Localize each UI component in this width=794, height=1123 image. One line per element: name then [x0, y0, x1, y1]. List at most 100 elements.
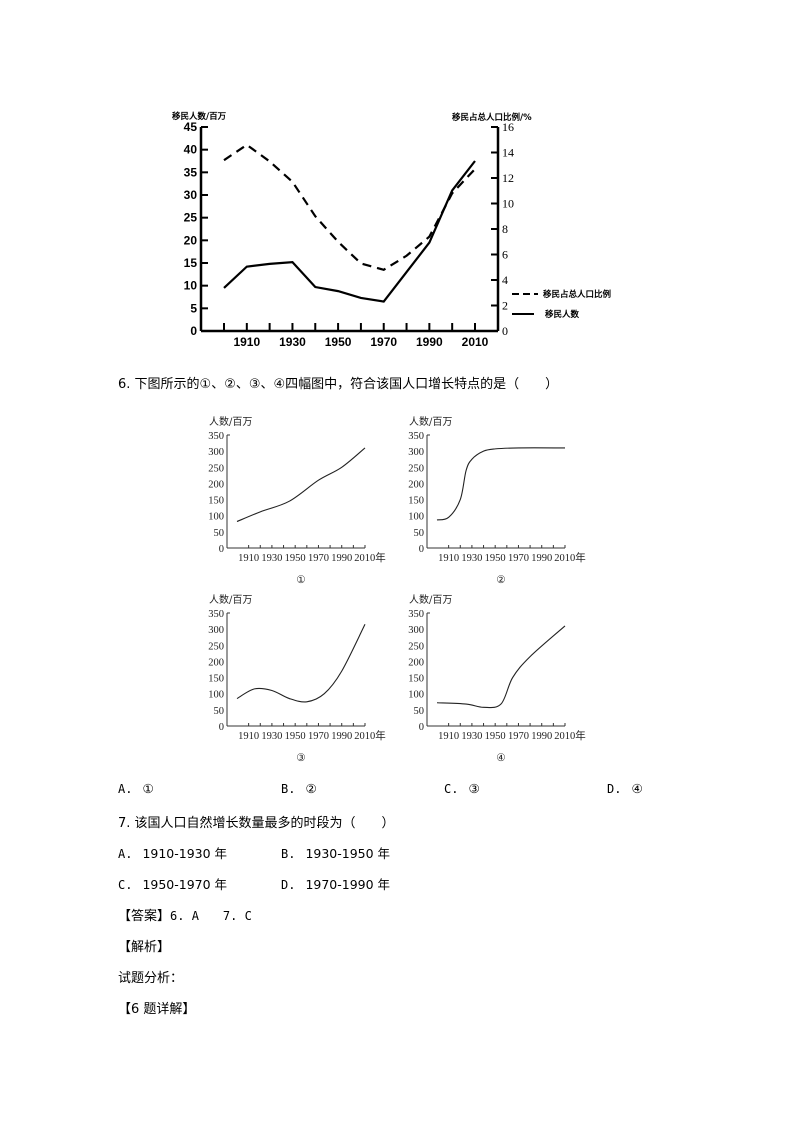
svg-text:1950: 1950	[285, 553, 306, 564]
svg-text:1950: 1950	[485, 731, 506, 742]
svg-text:100: 100	[408, 690, 424, 701]
q7-option-d[interactable]: D. 1970-1990 年	[281, 874, 390, 893]
analysis-intro: 试题分析：	[118, 971, 184, 986]
q6-option-b[interactable]: B. ②	[281, 781, 317, 796]
svg-text:150: 150	[408, 674, 424, 685]
graph-4: 0 50 100 150 200 250 300 350 1910 1930 1950 1970 199…	[408, 593, 586, 764]
svg-text:移民占总人口比例/%: 移民占总人口比例/%	[452, 112, 532, 123]
graph-label: ③	[296, 752, 306, 764]
svg-text:1990: 1990	[331, 731, 352, 742]
answer-text: 6. A 7. C	[170, 909, 252, 923]
graph-3: 0 50 100 150 200 250 300 350 1910 1930 1950 1970 199…	[208, 593, 386, 764]
svg-text:1950: 1950	[325, 335, 352, 349]
svg-text:200: 200	[408, 479, 424, 490]
option-text: ②	[305, 781, 317, 796]
option-text: ④	[631, 781, 643, 796]
q7-option-a[interactable]: A. 1910-1930 年	[118, 843, 227, 862]
svg-text:200: 200	[208, 657, 224, 668]
svg-text:15: 15	[184, 256, 198, 270]
svg-text:25: 25	[184, 211, 198, 225]
option-text: 1930-1950 年	[305, 846, 391, 861]
analysis-heading: 【解析】	[118, 940, 171, 955]
svg-text:250: 250	[208, 641, 224, 652]
population-curve	[436, 447, 566, 521]
question-6-stem: 6. 下图所示的①、②、③、④四幅图中，符合该国人口增长特点的是（ ）	[118, 377, 559, 392]
option-letter: D.	[607, 782, 622, 796]
svg-text:人数/百万: 人数/百万	[409, 593, 452, 606]
q6-option-c[interactable]: C. ③	[444, 781, 480, 796]
svg-text:100: 100	[408, 512, 424, 523]
svg-text:350: 350	[408, 431, 424, 442]
svg-text:8: 8	[502, 222, 508, 236]
svg-text:1910: 1910	[438, 731, 459, 742]
option-letter: B.	[281, 782, 296, 796]
svg-text:人数/百万: 人数/百万	[409, 415, 452, 428]
option-letter: A.	[118, 847, 133, 861]
svg-text:14: 14	[502, 146, 514, 160]
svg-text:350: 350	[208, 609, 224, 620]
question-7-stem: 7. 该国人口自然增长数量最多的时段为（ ）	[118, 816, 395, 831]
svg-text:40: 40	[184, 143, 198, 157]
svg-text:10: 10	[184, 279, 198, 293]
option-text: 1910-1930 年	[142, 846, 228, 861]
svg-text:2010年: 2010年	[554, 729, 586, 742]
graph-2: 0 50 100 150 200 250 300 350 1910 1930 1950 1970 199…	[408, 415, 586, 586]
svg-text:300: 300	[408, 447, 424, 458]
svg-text:300: 300	[208, 625, 224, 636]
svg-text:0: 0	[190, 324, 197, 338]
svg-text:1970: 1970	[370, 335, 397, 349]
svg-text:1930: 1930	[461, 553, 482, 564]
svg-text:16: 16	[502, 120, 514, 134]
svg-text:0: 0	[419, 544, 424, 555]
population-curve	[236, 624, 366, 703]
svg-text:5: 5	[190, 301, 197, 315]
svg-text:4: 4	[502, 273, 508, 287]
q7-option-c[interactable]: C. 1950-1970 年	[118, 874, 227, 893]
svg-text:300: 300	[208, 447, 224, 458]
migrants-series-line	[223, 160, 476, 303]
svg-text:移民人数: 移民人数	[545, 309, 580, 320]
option-letter: C.	[118, 878, 133, 892]
detail-heading: 【6 题详解】	[118, 1002, 196, 1017]
svg-text:1930: 1930	[261, 553, 282, 564]
option-letter: B.	[281, 847, 296, 861]
svg-text:1970: 1970	[508, 553, 529, 564]
svg-text:12: 12	[502, 171, 514, 185]
svg-text:10: 10	[502, 197, 514, 211]
svg-text:1910: 1910	[238, 731, 259, 742]
svg-text:350: 350	[208, 431, 224, 442]
svg-text:1910: 1910	[233, 335, 260, 349]
q6-option-d[interactable]: D. ④	[607, 781, 643, 796]
svg-text:150: 150	[208, 496, 224, 507]
option-letter: A.	[118, 782, 133, 796]
q6-option-a[interactable]: A. ①	[118, 781, 154, 796]
svg-text:250: 250	[408, 641, 424, 652]
option-text: 1950-1970 年	[142, 877, 228, 892]
svg-text:1970: 1970	[308, 553, 329, 564]
svg-text:1990: 1990	[416, 335, 443, 349]
svg-text:200: 200	[408, 657, 424, 668]
svg-text:2010年: 2010年	[354, 729, 386, 742]
svg-text:35: 35	[184, 165, 198, 179]
option-letter: D.	[281, 878, 296, 892]
svg-text:250: 250	[408, 463, 424, 474]
svg-text:20: 20	[184, 233, 198, 247]
population-curve	[436, 625, 566, 709]
graph-1: 0 50 100 150 200 250 300 350 1910 1930 1950 1970 199…	[208, 415, 386, 586]
option-letter: C.	[444, 782, 459, 796]
svg-text:2: 2	[502, 299, 508, 313]
q7-option-b[interactable]: B. 1930-1950 年	[281, 843, 390, 862]
answer-label: 【答案】	[118, 909, 171, 924]
svg-text:100: 100	[208, 690, 224, 701]
svg-text:1990: 1990	[531, 731, 552, 742]
svg-text:2010: 2010	[462, 335, 489, 349]
svg-text:100: 100	[208, 512, 224, 523]
svg-text:30: 30	[184, 188, 198, 202]
svg-text:200: 200	[208, 479, 224, 490]
svg-text:0: 0	[219, 722, 224, 733]
population-curve	[236, 447, 366, 523]
svg-text:1990: 1990	[331, 553, 352, 564]
svg-text:0: 0	[219, 544, 224, 555]
option-text: ③	[468, 781, 480, 796]
svg-text:6: 6	[502, 248, 508, 262]
